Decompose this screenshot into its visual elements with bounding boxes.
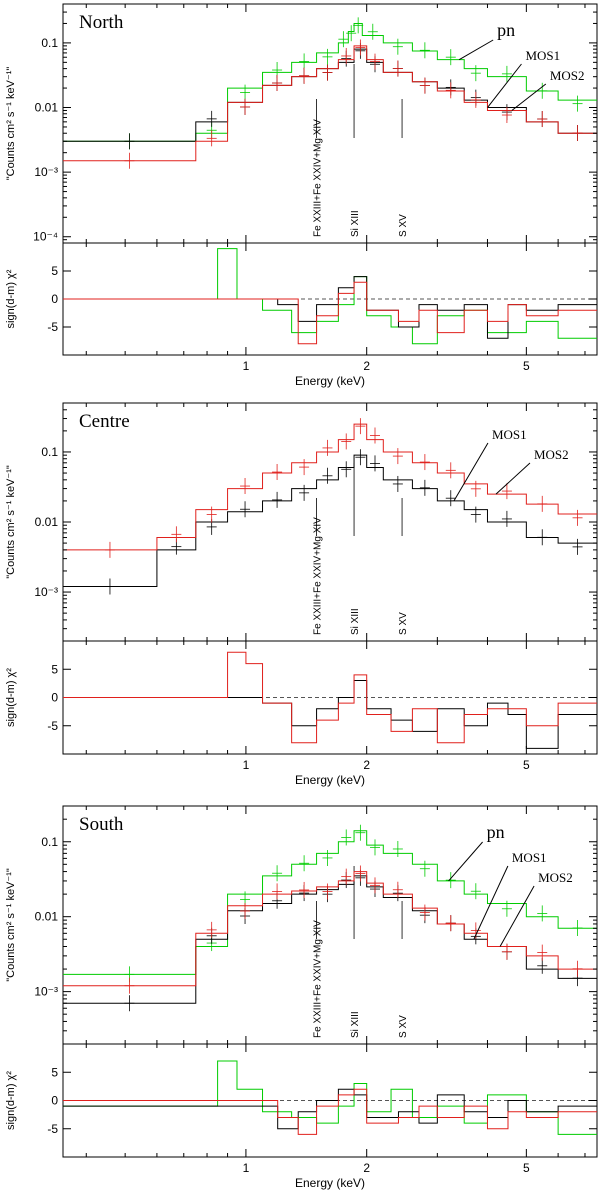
- residual-line-MOS2: [63, 281, 597, 345]
- residual-y-axis-label: sign(d-m) χ²: [5, 668, 17, 727]
- x-tick-label: 2: [363, 359, 370, 373]
- series-line-MOS2: [63, 423, 597, 551]
- annotation-leader: [511, 83, 547, 111]
- annotation-mos2: MOS2: [550, 68, 585, 83]
- residual-y-tick-label: 5: [51, 662, 58, 676]
- residual-y-axis-label: sign(d-m) χ²: [5, 1071, 17, 1130]
- line-label: Fe XXIII+Fe XXIV+Mg XIV: [313, 920, 324, 1038]
- y-tick-label: 0.1: [41, 445, 58, 459]
- x-axis-label: Energy (keV): [295, 773, 365, 787]
- residual-y-tick-label: -5: [47, 719, 58, 733]
- annotation-mos1: MOS1: [492, 427, 527, 442]
- spectrum-frame: [62, 805, 598, 1045]
- annotation-leader: [458, 39, 494, 61]
- annotation-mos1: MOS1: [525, 48, 560, 63]
- annotation-leader: [473, 865, 509, 940]
- series-line-MOS2: [63, 45, 597, 162]
- x-tick-label: 2: [363, 758, 370, 772]
- residual-line-MOS2: [63, 651, 597, 744]
- y-tick-label: 0.01: [35, 910, 59, 924]
- series-line-pn: [63, 830, 597, 975]
- x-tick-label: 2: [363, 1161, 370, 1175]
- series-line-MOS2: [63, 871, 597, 987]
- annotation-mos1: MOS1: [512, 850, 547, 865]
- y-tick-label: 0.1: [41, 36, 58, 50]
- residual-y-tick-label: 0: [51, 1094, 58, 1108]
- annotation-mos2: MOS2: [538, 870, 573, 885]
- x-tick-label: 5: [523, 359, 530, 373]
- annotation-leader: [495, 462, 531, 495]
- y-tick-label: 0.01: [35, 101, 59, 115]
- line-label: Si XIII: [350, 1011, 361, 1038]
- panel-title: North: [79, 12, 124, 33]
- line-label: S XV: [398, 214, 409, 237]
- residual-line-pn: [63, 248, 597, 345]
- residual-line-MOS1: [63, 680, 597, 749]
- series-line-pn: [63, 22, 597, 142]
- series-line-MOS1: [63, 48, 597, 142]
- x-tick-label: 1: [243, 1161, 250, 1175]
- annotation-leader: [453, 442, 489, 502]
- residual-y-axis-label: sign(d-m) χ²: [5, 269, 17, 328]
- x-tick-label: 1: [243, 758, 250, 772]
- annotation-pn: pn: [497, 20, 515, 40]
- residual-line-MOS1: [63, 276, 597, 339]
- residual-y-tick-label: 0: [51, 292, 58, 306]
- annotation-leader: [499, 885, 535, 947]
- y-tick-label: 10⁻⁴: [33, 230, 58, 244]
- y-tick-label: 10⁻³: [34, 165, 58, 179]
- x-tick-label: 5: [523, 758, 530, 772]
- residual-y-tick-label: 0: [51, 691, 58, 705]
- y-axis-label: "Counts cm² s⁻¹ keV⁻¹": [5, 868, 17, 982]
- y-axis-label: "Counts cm² s⁻¹ keV⁻¹": [5, 67, 17, 181]
- residual-y-tick-label: 5: [51, 1065, 58, 1079]
- panel-title: South: [79, 814, 124, 835]
- residual-line-MOS2: [63, 1088, 597, 1135]
- y-tick-label: 0.01: [35, 515, 59, 529]
- x-axis-label: Energy (keV): [295, 374, 365, 388]
- residual-y-tick-label: 5: [51, 264, 58, 278]
- line-label: Fe XXIII+Fe XXIV+Mg XIV: [313, 517, 324, 635]
- residual-y-tick-label: -5: [47, 320, 58, 334]
- residual-line-pn: [63, 1060, 597, 1135]
- annotation-leader: [487, 63, 522, 108]
- spectrum-frame: [62, 3, 598, 244]
- line-label: Fe XXIII+Fe XXIV+Mg XIV: [313, 119, 324, 237]
- x-tick-label: 1: [243, 359, 250, 373]
- line-label: S XV: [398, 612, 409, 635]
- series-line-MOS1: [63, 875, 597, 1004]
- y-tick-label: 10⁻³: [34, 985, 58, 999]
- panel-title: Centre: [79, 411, 130, 432]
- residual-y-tick-label: -5: [47, 1122, 58, 1136]
- residual-line-MOS1: [63, 1088, 597, 1130]
- x-axis-label: Energy (keV): [295, 1176, 365, 1190]
- annotation-pn: pn: [487, 822, 505, 842]
- line-label: Si XIII: [350, 210, 361, 237]
- y-tick-label: 0.1: [41, 835, 58, 849]
- line-label: Si XIII: [350, 608, 361, 635]
- line-label: S XV: [398, 1015, 409, 1038]
- y-axis-label: "Counts cm² s⁻¹ keV⁻¹": [5, 465, 17, 579]
- y-tick-label: 10⁻³: [34, 585, 58, 599]
- annotation-mos2: MOS2: [534, 447, 569, 462]
- x-tick-label: 5: [523, 1161, 530, 1175]
- annotation-leader: [448, 841, 483, 882]
